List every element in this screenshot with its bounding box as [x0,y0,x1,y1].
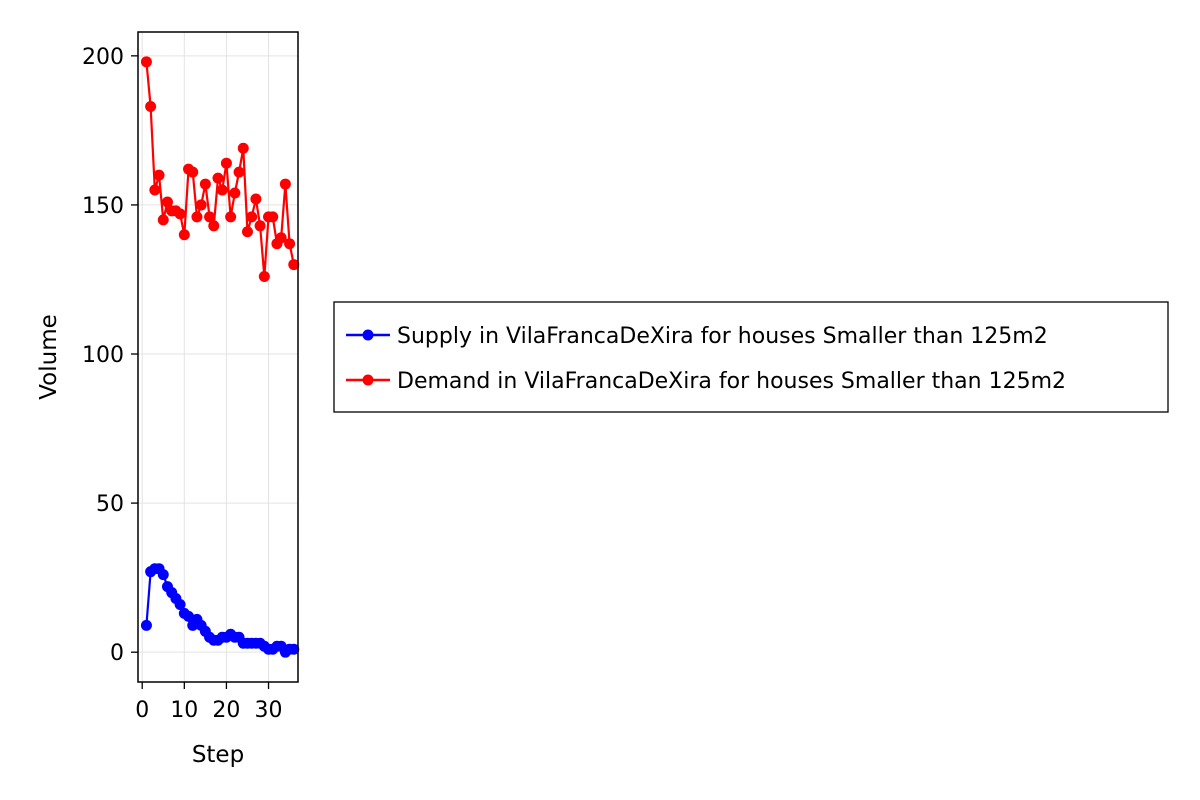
demand-data-point [225,211,237,223]
y-axis-title: Volume [36,314,62,400]
legend-box [333,301,1169,413]
demand-data-point [212,172,224,184]
demand-data-point [187,166,199,178]
demand-data-point [267,211,279,223]
demand-data-point [140,56,152,68]
y-tick-label: 50 [96,492,124,517]
demand-data-point [220,157,232,169]
demand-data-point [233,166,245,178]
demand-data-point [258,270,270,282]
demand-data-point [275,232,287,244]
y-tick-label: 150 [82,194,124,219]
demand-data-point [157,214,169,226]
legend-demand-label: Demand in VilaFrancaDeXira for houses Sm… [397,369,1066,394]
demand-data-point [153,169,165,181]
supply-data-point [174,598,186,610]
demand-data-point [174,208,186,220]
plot-series [140,56,300,658]
demand-data-point [254,220,266,232]
y-tick-label: 200 [82,45,124,70]
demand-data-point [229,187,241,199]
demand-data-point [288,259,300,271]
supply-data-point [288,643,300,655]
supply-data-point [183,610,195,622]
y-tick-label: 100 [82,343,124,368]
demand-data-point [204,211,216,223]
demand-data-point [237,142,249,154]
demand-data-point [199,178,211,190]
demand-data-point [149,184,161,196]
legend-demand-marker [362,374,374,386]
axis-ticks: 0 10 20 30 0 50 100 150 200 [82,45,283,723]
x-tick-label: 0 [135,698,149,723]
demand-data-point [191,211,203,223]
x-tick-label: 20 [212,698,240,723]
demand-data-point [178,229,190,241]
demand-data-point [284,238,296,250]
demand-data-point [279,178,291,190]
x-tick-label: 10 [170,698,198,723]
demand-data-point [241,226,253,238]
demand-data-point [161,196,173,208]
x-tick-label: 30 [255,698,283,723]
demand-data-point [208,220,220,232]
legend-supply-label: Supply in VilaFrancaDeXira for houses Sm… [397,324,1048,349]
demand-data-point [246,211,258,223]
demand-data-point [145,101,157,113]
x-axis-title: Step [192,742,244,768]
demand-data-point [195,199,207,211]
demand-data-point [250,193,262,205]
supply-data-point [140,619,152,631]
y-tick-label: 0 [110,641,124,666]
legend-supply-marker [362,329,374,341]
demand-data-point [216,184,228,196]
plot-frame [137,31,299,683]
supply-data-point [157,569,169,581]
legend: Supply in VilaFrancaDeXira for houses Sm… [333,301,1169,413]
grid-lines [138,32,298,682]
